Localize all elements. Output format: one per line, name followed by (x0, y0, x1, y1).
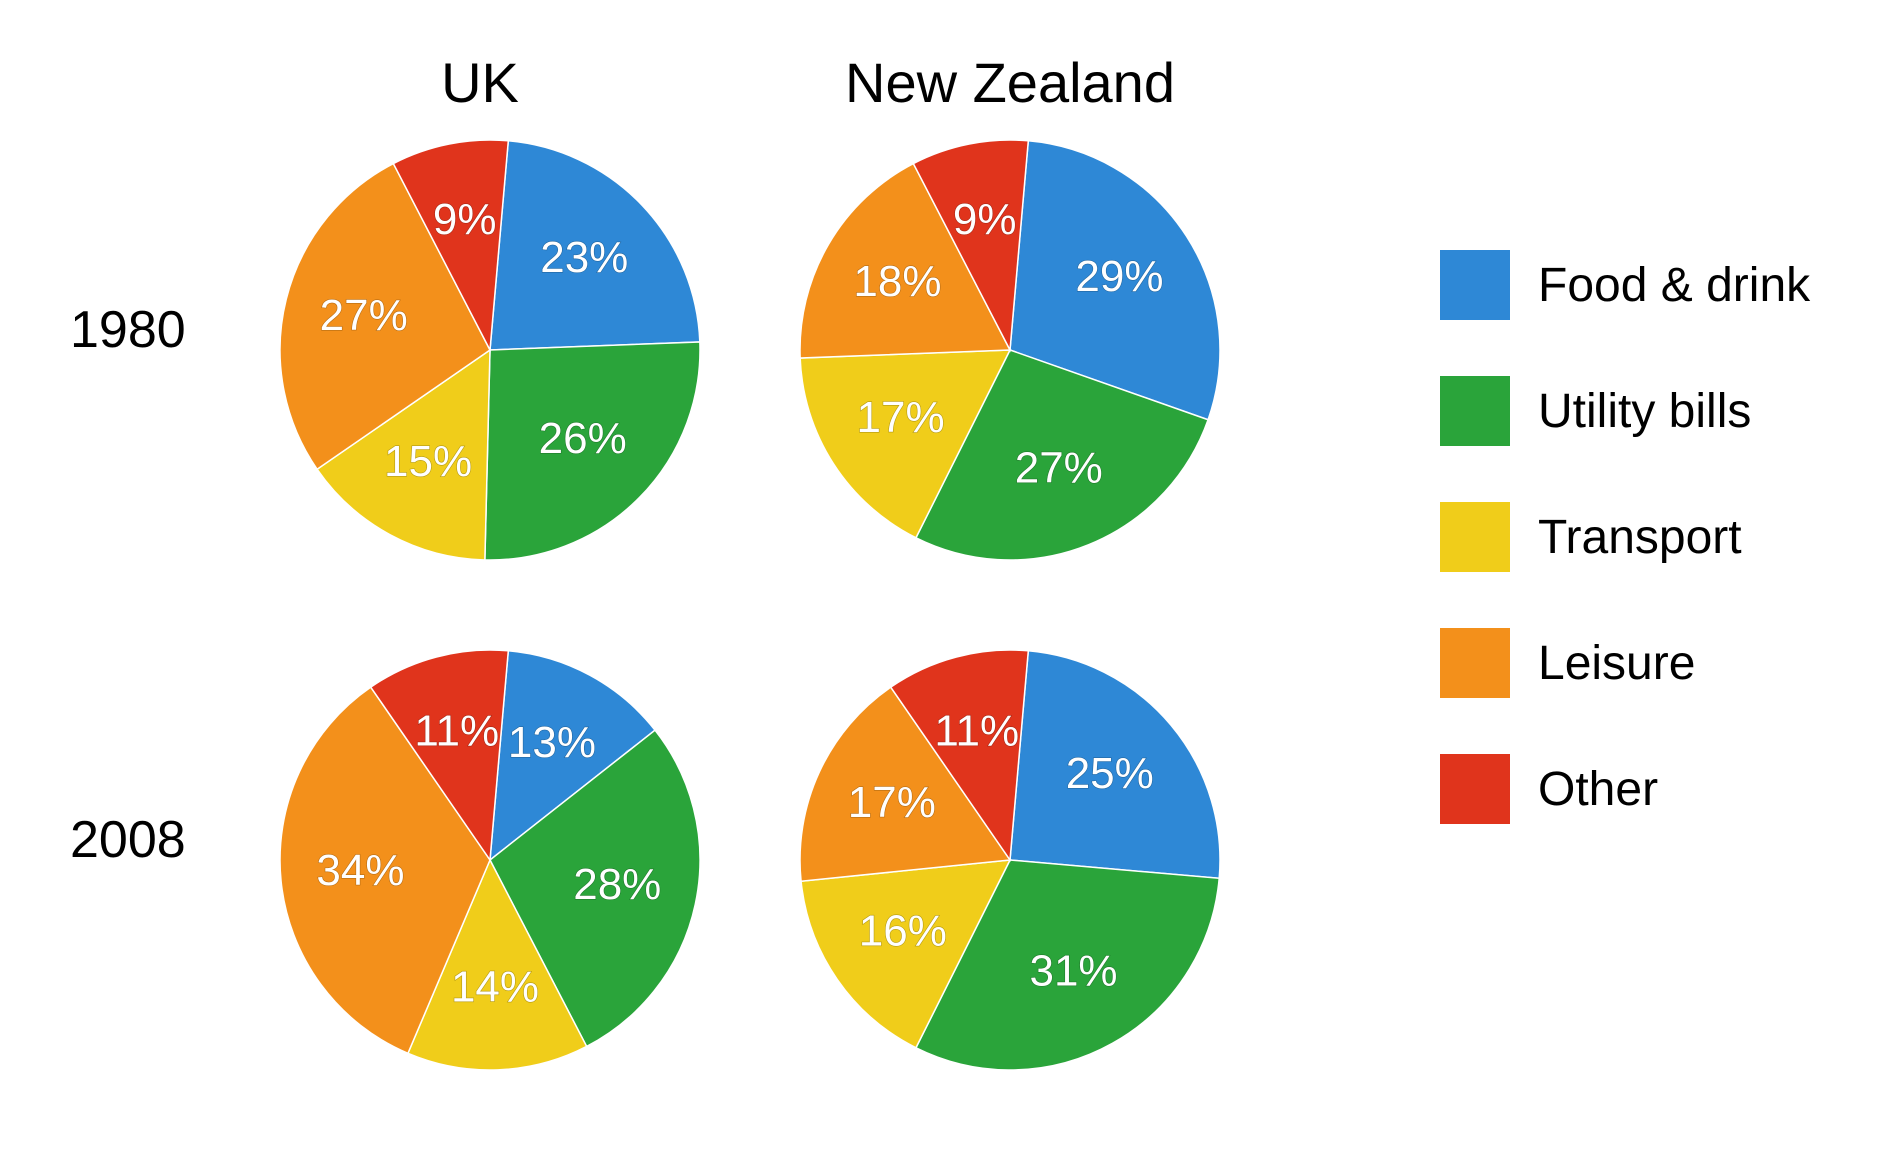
pie-slice-label-food: 25% (1066, 749, 1154, 798)
pie-slice-label-utility: 27% (1015, 443, 1103, 492)
column-title-nz: New Zealand (800, 50, 1220, 115)
pie-slice-label-transport: 16% (859, 907, 947, 956)
pie-slice-label-food: 23% (540, 233, 628, 282)
pie-slice-label-leisure: 17% (848, 778, 936, 827)
pie-slice-label-food: 29% (1075, 252, 1163, 301)
legend-swatch-food (1440, 250, 1510, 320)
legend-item-transport: Transport (1440, 502, 1880, 572)
row-label-2008: 2008 (70, 810, 186, 870)
legend-item-other: Other (1440, 754, 1880, 824)
pie-slice-label-other: 9% (953, 195, 1017, 244)
pie-slice-label-transport: 14% (451, 963, 539, 1012)
legend-swatch-transport (1440, 502, 1510, 572)
pie-slice-label-utility: 26% (539, 414, 627, 463)
pie-slice-label-transport: 17% (857, 393, 945, 442)
pie-slice-label-utility: 31% (1029, 946, 1117, 995)
legend-item-utility: Utility bills (1440, 376, 1880, 446)
pie-slice-label-other: 9% (433, 195, 497, 244)
pie-slice-label-other: 11% (414, 707, 499, 756)
pie-slice-label-utility: 28% (573, 860, 661, 909)
legend-swatch-utility (1440, 376, 1510, 446)
legend-label-utility: Utility bills (1538, 384, 1751, 439)
pie-uk-1980: 23% 26% 15% 27% 9% (280, 140, 700, 560)
legend-label-other: Other (1538, 762, 1658, 817)
pie-slice-label-other: 11% (934, 707, 1019, 756)
column-title-uk: UK (360, 50, 600, 115)
legend-label-leisure: Leisure (1538, 636, 1695, 691)
pie-nz-2008: 25% 31% 16% 17% 11% (800, 650, 1220, 1070)
pie-slice-label-leisure: 34% (316, 846, 404, 895)
legend-item-leisure: Leisure (1440, 628, 1880, 698)
chart-stage: UK New Zealand 1980 2008 23%26%15%27%9% … (0, 0, 1896, 1160)
legend-swatch-leisure (1440, 628, 1510, 698)
pie-slice-label-leisure: 27% (320, 291, 408, 340)
pie-slice-label-transport: 15% (384, 437, 472, 486)
pie-slice-label-leisure: 18% (853, 257, 941, 306)
pie-nz-1980: 29% 27% 17% 18%9% (800, 140, 1220, 560)
legend-label-food: Food & drink (1538, 258, 1810, 313)
legend-label-transport: Transport (1538, 510, 1742, 565)
legend-item-food: Food & drink (1440, 250, 1880, 320)
legend: Food & drink Utility bills Transport Lei… (1440, 250, 1880, 880)
row-label-1980: 1980 (70, 300, 186, 360)
pie-slice-label-food: 13% (508, 718, 596, 767)
legend-swatch-other (1440, 754, 1510, 824)
pie-uk-2008: 13% 28% 14% 34% 11% (280, 650, 700, 1070)
